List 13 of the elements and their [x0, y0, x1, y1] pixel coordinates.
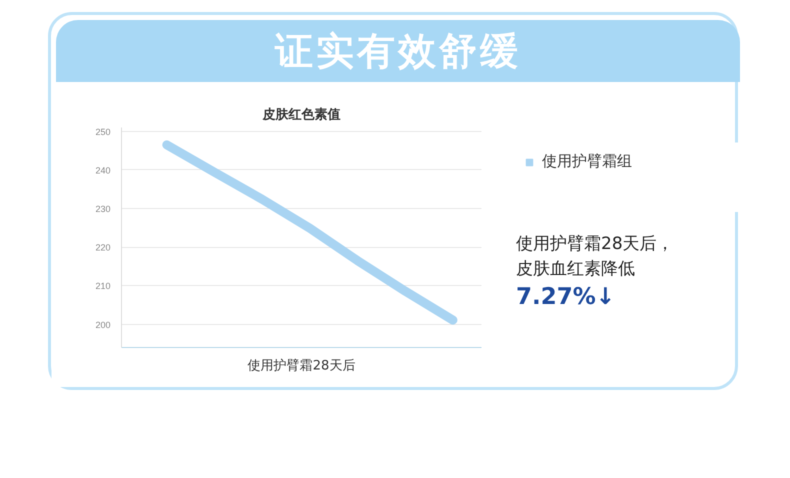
y-tick-label: 220: [95, 242, 111, 253]
legend-label: 使用护臂霜组: [542, 152, 632, 171]
y-tick-label: 250: [95, 126, 111, 137]
chart-title: 证实有效舒缓: [275, 28, 521, 75]
text: 使用护臂霜28天后，: [516, 233, 674, 256]
y-tick-label: 230: [95, 204, 111, 214]
y-tick-label: 200: [95, 320, 111, 330]
y-tick-label: 210: [95, 281, 111, 292]
chart-subtitle: 皮肤红色素值: [262, 106, 340, 122]
text: 7.27%↓: [516, 283, 616, 312]
text: 皮肤血红素降低: [516, 258, 636, 281]
x-axis-title: 使用护臂霜28天后: [248, 358, 356, 374]
y-tick-label: 240: [95, 165, 111, 176]
